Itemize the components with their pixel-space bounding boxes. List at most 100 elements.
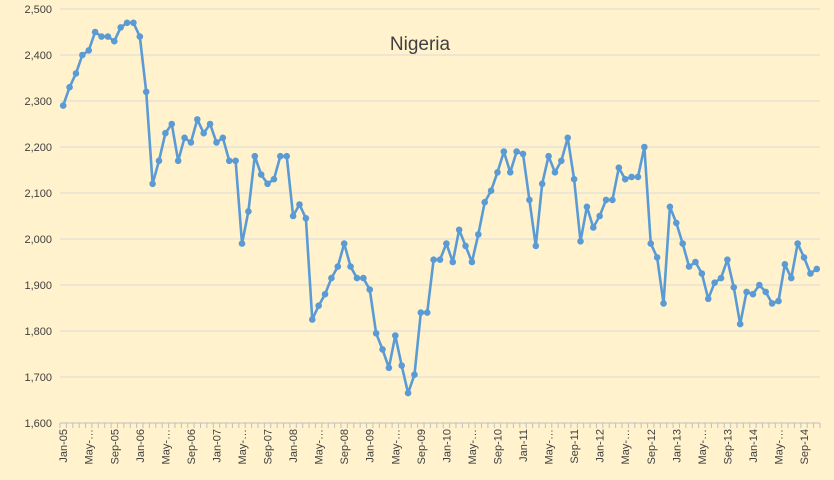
- data-point: [130, 19, 137, 27]
- data-point: [743, 288, 750, 296]
- x-tick-label: Jan-08: [288, 429, 300, 463]
- data-point: [558, 157, 565, 165]
- data-point: [615, 164, 623, 171]
- data-point: [308, 316, 316, 323]
- data-point: [353, 274, 361, 282]
- data-point: [245, 208, 252, 215]
- y-tick-label: 1,900: [24, 280, 52, 292]
- x-tick-label: Jan-10: [441, 429, 453, 463]
- x-tick-label: Sep-10: [492, 429, 504, 464]
- data-point: [468, 258, 476, 266]
- y-tick-label: 2,200: [24, 142, 52, 154]
- data-point: [98, 33, 105, 40]
- data-point: [430, 256, 437, 264]
- data-point: [104, 33, 112, 40]
- x-tick-label: Sep-14: [799, 429, 811, 464]
- data-point: [634, 173, 642, 181]
- data-point: [756, 281, 763, 289]
- x-tick-label: May-…: [314, 429, 326, 464]
- data-point: [762, 288, 770, 296]
- data-point: [238, 240, 246, 247]
- data-point: [289, 212, 297, 220]
- data-point: [385, 364, 393, 372]
- x-tick-label: May-…: [160, 429, 172, 464]
- data-point: [194, 116, 201, 123]
- data-point: [807, 270, 814, 277]
- data-point: [462, 242, 469, 250]
- data-point: [366, 286, 374, 293]
- data-point: [455, 226, 463, 234]
- data-point: [589, 224, 597, 231]
- data-point: [481, 198, 489, 206]
- data-point: [257, 171, 265, 178]
- x-tick-label: Jan-11: [518, 429, 530, 462]
- data-point: [487, 187, 495, 194]
- data-point: [513, 148, 520, 155]
- y-tick-label: 1,700: [24, 372, 52, 384]
- x-tick-label: Sep-13: [722, 429, 734, 464]
- data-point: [142, 88, 150, 96]
- data-point: [724, 256, 731, 264]
- data-point: [443, 240, 450, 247]
- x-tick-label: May-…: [620, 429, 632, 464]
- data-point: [647, 240, 655, 247]
- data-point: [360, 274, 367, 282]
- data-point: [506, 169, 514, 176]
- data-point: [532, 242, 540, 250]
- y-tick-label: 2,300: [24, 96, 52, 108]
- data-point: [423, 309, 431, 316]
- data-point: [136, 33, 144, 40]
- data-point: [66, 83, 73, 91]
- data-point: [800, 254, 808, 261]
- data-point: [526, 196, 533, 204]
- series-line: [61, 21, 819, 395]
- data-point: [79, 51, 86, 59]
- data-point: [328, 274, 335, 282]
- data-point: [347, 263, 354, 270]
- data-point: [711, 279, 718, 287]
- data-point: [781, 261, 789, 268]
- x-tick-label: May-…: [544, 429, 556, 464]
- chart-title: Nigeria: [390, 34, 451, 55]
- data-point: [334, 263, 342, 270]
- data-point: [621, 175, 629, 183]
- data-point: [641, 143, 648, 151]
- y-tick-label: 2,000: [24, 234, 52, 246]
- data-point: [475, 231, 482, 238]
- y-tick-label: 1,600: [24, 418, 52, 430]
- data-point: [787, 274, 795, 282]
- data-point: [117, 24, 124, 31]
- x-tick-label: May-…: [773, 429, 785, 464]
- data-point: [200, 129, 207, 137]
- y-tick-label: 2,500: [24, 4, 52, 16]
- x-tick-label: Sep-11: [569, 429, 581, 464]
- data-point: [404, 389, 412, 397]
- x-tick-label: Jan-13: [671, 429, 683, 463]
- data-point: [168, 120, 176, 128]
- data-point: [72, 70, 80, 77]
- data-point: [794, 240, 801, 247]
- series-line-group: [59, 19, 821, 397]
- y-tick-label: 2,100: [24, 188, 52, 200]
- data-point: [59, 102, 67, 109]
- data-point: [264, 180, 271, 188]
- data-point: [302, 215, 310, 222]
- x-tick-label: May-…: [390, 429, 402, 464]
- data-point: [315, 302, 322, 310]
- data-point: [123, 19, 131, 27]
- data-point: [583, 203, 591, 211]
- data-point: [628, 173, 635, 181]
- data-point: [494, 169, 501, 176]
- x-tick-label: Jan-06: [135, 429, 147, 463]
- data-point: [775, 297, 782, 305]
- data-point: [149, 180, 156, 188]
- data-point: [85, 47, 93, 54]
- data-point: [270, 175, 278, 183]
- data-point: [660, 300, 667, 307]
- data-point: [162, 129, 169, 137]
- x-tick-label: Sep-12: [646, 429, 658, 464]
- data-point: [213, 139, 220, 146]
- data-point: [379, 346, 386, 353]
- x-tick-label: Sep-05: [109, 429, 121, 464]
